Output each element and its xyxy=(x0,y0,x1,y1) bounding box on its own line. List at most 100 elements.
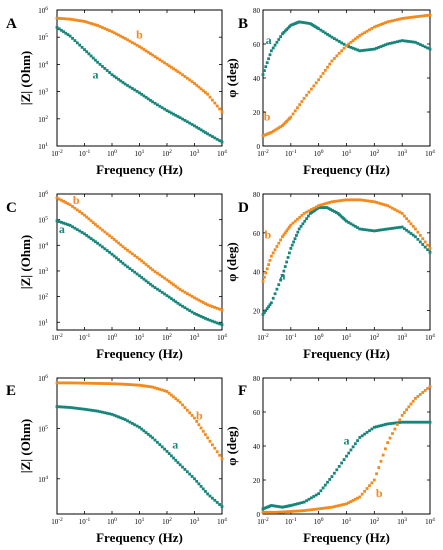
data-point xyxy=(414,227,417,231)
panel-letter: B xyxy=(238,16,248,32)
data-point xyxy=(206,436,210,440)
data-point xyxy=(407,230,411,234)
data-point xyxy=(307,90,311,94)
data-point xyxy=(156,271,159,275)
data-point xyxy=(153,55,157,59)
data-point xyxy=(112,74,116,78)
series-b: b xyxy=(261,198,432,283)
data-point xyxy=(291,503,295,507)
y-tick-label: 105 xyxy=(38,33,48,42)
data-point xyxy=(215,501,219,504)
data-point xyxy=(296,509,299,513)
data-point xyxy=(178,400,182,404)
data-point xyxy=(146,432,150,436)
data-point xyxy=(105,382,109,386)
data-point xyxy=(112,31,116,35)
x-tick-label: 100 xyxy=(107,149,117,158)
data-point xyxy=(163,389,167,393)
data-point xyxy=(351,223,355,227)
data-point xyxy=(112,382,116,386)
data-point xyxy=(105,232,109,236)
data-point xyxy=(299,224,303,228)
data-point xyxy=(379,45,383,48)
data-point xyxy=(393,40,397,44)
data-point xyxy=(289,504,293,507)
data-point xyxy=(351,46,355,50)
data-point xyxy=(96,24,100,27)
x-tick-label: 102 xyxy=(162,149,172,158)
data-point xyxy=(218,503,222,506)
data-point xyxy=(89,219,93,223)
x-axis-label: Frequency (Hz) xyxy=(96,346,183,361)
series-label: a xyxy=(59,222,65,236)
series-a: a xyxy=(55,405,224,509)
data-point xyxy=(89,381,93,385)
data-point xyxy=(220,308,224,312)
series-label: b xyxy=(264,110,271,124)
data-point xyxy=(386,422,390,426)
data-point xyxy=(181,73,184,77)
data-point xyxy=(68,406,72,409)
plot-frame xyxy=(56,377,223,515)
data-point xyxy=(55,16,59,20)
x-tick-label: 101 xyxy=(135,149,145,158)
data-point xyxy=(265,61,269,65)
data-point xyxy=(201,89,205,93)
data-point xyxy=(337,465,341,468)
data-point xyxy=(128,250,132,254)
data-point xyxy=(323,483,327,487)
data-point xyxy=(416,15,420,18)
data-point xyxy=(345,454,348,458)
data-point xyxy=(185,120,189,124)
data-point xyxy=(321,506,325,510)
panel-letter: C xyxy=(6,200,17,216)
data-point xyxy=(128,383,132,386)
data-point xyxy=(323,31,327,35)
data-point xyxy=(85,20,89,24)
data-point xyxy=(388,227,392,231)
data-point xyxy=(121,382,125,386)
data-point xyxy=(105,411,109,415)
x-tick-label: 103 xyxy=(190,333,200,342)
y-axis-label: |Z| (Ohm) xyxy=(18,235,33,289)
data-point xyxy=(153,286,157,289)
data-point xyxy=(181,289,184,293)
data-point xyxy=(197,298,201,302)
y-tick-label: 104 xyxy=(38,60,48,69)
data-point xyxy=(358,436,362,439)
data-point xyxy=(140,46,144,50)
x-tick-label: 103 xyxy=(190,149,200,158)
data-point xyxy=(101,64,104,68)
data-point xyxy=(356,35,359,39)
data-point xyxy=(98,243,102,247)
data-point xyxy=(201,301,205,304)
data-point xyxy=(402,411,406,414)
data-point xyxy=(391,421,394,425)
data-point xyxy=(298,103,302,107)
data-point xyxy=(195,125,199,129)
data-point xyxy=(176,301,180,305)
data-point xyxy=(117,241,120,245)
data-point xyxy=(98,25,102,28)
data-point xyxy=(400,420,404,424)
data-point xyxy=(181,403,184,407)
data-point xyxy=(218,322,222,326)
data-point xyxy=(87,21,91,25)
series-b: b xyxy=(261,385,432,514)
data-point xyxy=(297,227,301,231)
data-point xyxy=(117,33,120,37)
data-point xyxy=(277,126,281,130)
data-point xyxy=(418,240,422,244)
data-point xyxy=(337,199,341,203)
y-tick-label: 104 xyxy=(38,241,48,250)
data-point xyxy=(183,306,187,310)
data-point xyxy=(188,411,192,415)
data-point xyxy=(319,203,323,207)
data-point xyxy=(135,255,139,259)
data-point xyxy=(414,235,417,239)
data-point xyxy=(204,316,207,320)
data-point xyxy=(391,41,394,45)
data-point xyxy=(135,424,139,428)
data-point xyxy=(269,49,273,53)
